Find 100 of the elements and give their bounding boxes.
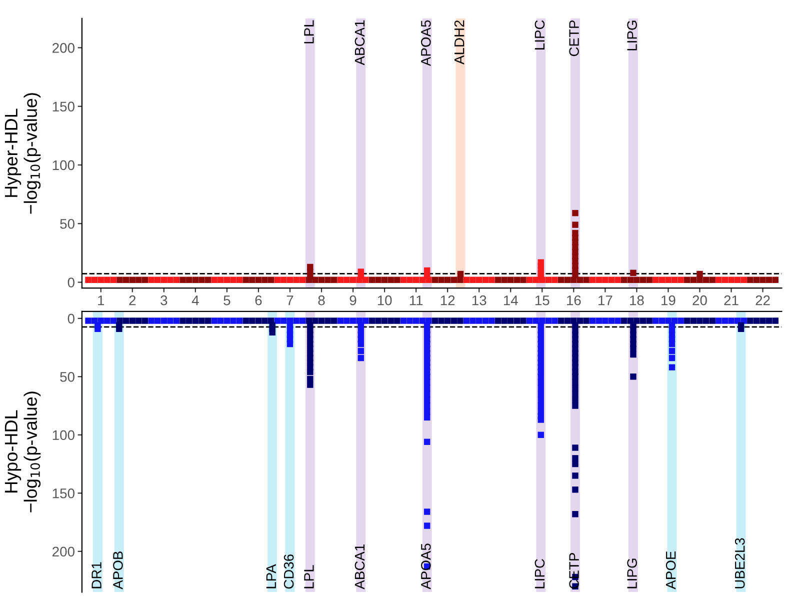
point [538,259,544,266]
point [424,402,430,409]
point [236,276,243,284]
point [538,391,544,398]
point [630,346,636,352]
point [740,276,747,284]
point [627,276,634,284]
x-tick-label: 4 [192,296,199,306]
point [204,318,212,324]
point [424,438,430,445]
point [400,318,407,324]
point [350,318,356,324]
point [110,276,117,284]
point [630,351,636,358]
x-tick-label: 22 [756,295,770,306]
y-tick-label: 0 [68,314,74,324]
y-axis-title: Hypo-HDL −log$_{10}$(p-value) [4,392,41,512]
point [526,318,533,324]
point [558,318,564,324]
point [375,276,382,284]
band-label: CETP [569,20,579,56]
point [646,276,652,284]
band-label: APOB [113,551,123,590]
band-label: DR1 [92,562,102,588]
point [538,432,544,438]
band-label: UBE2L3 [734,538,745,588]
point [488,276,495,284]
point [572,230,578,236]
point [450,318,457,324]
point [274,276,280,284]
point [104,318,110,324]
point [444,318,451,324]
point [432,276,438,284]
x-tick-label: 10 [378,295,392,306]
point [180,276,186,284]
point [218,318,224,324]
point [198,276,205,284]
point [520,276,526,284]
point [671,276,678,284]
point [400,276,407,284]
y-tick-label: 50 [60,372,74,382]
point [269,329,276,336]
point [116,276,123,284]
point [262,318,268,324]
point [224,318,230,324]
point [186,318,192,324]
y-tick-label: 50 [60,218,74,229]
point [572,511,578,518]
point [564,318,570,324]
point [716,276,722,284]
band-label: LPL [304,565,314,588]
band-label: LIPG [627,20,637,50]
point [668,354,676,362]
point [463,276,470,284]
point [394,276,400,284]
x-tick-label: 16 [567,295,581,306]
point [230,318,236,324]
point [526,276,533,284]
point [668,364,676,370]
point [337,276,344,284]
point [722,318,728,324]
point [658,276,666,284]
y-tick-label: 150 [52,102,74,112]
x-tick-label: 8 [318,295,325,306]
x-tick-label: 2 [129,295,136,306]
point [514,318,520,324]
point [167,318,174,324]
point [753,276,760,284]
point [634,276,640,284]
point [344,276,350,284]
point [122,318,130,324]
point [558,276,564,284]
x-tick-label: 17 [598,296,612,306]
point [154,318,161,324]
point [572,222,578,228]
point [665,318,672,324]
point [236,318,243,324]
point [702,318,710,324]
point [358,354,364,362]
band-label: LPL [304,20,314,44]
point [98,276,104,284]
point [331,276,338,284]
point [424,391,430,398]
point [665,276,672,284]
point [293,276,300,284]
point [104,276,110,284]
x-tick-label: 15 [535,296,550,306]
point [728,318,734,324]
y-tick-label: 100 [52,160,74,170]
point [198,318,205,324]
point [514,276,520,284]
point [394,318,400,324]
point [696,270,703,278]
point [690,318,697,324]
band-label: APOE [666,551,676,590]
point [318,318,325,324]
point [368,318,376,324]
point [572,472,578,479]
point [154,276,161,284]
point [280,318,287,324]
